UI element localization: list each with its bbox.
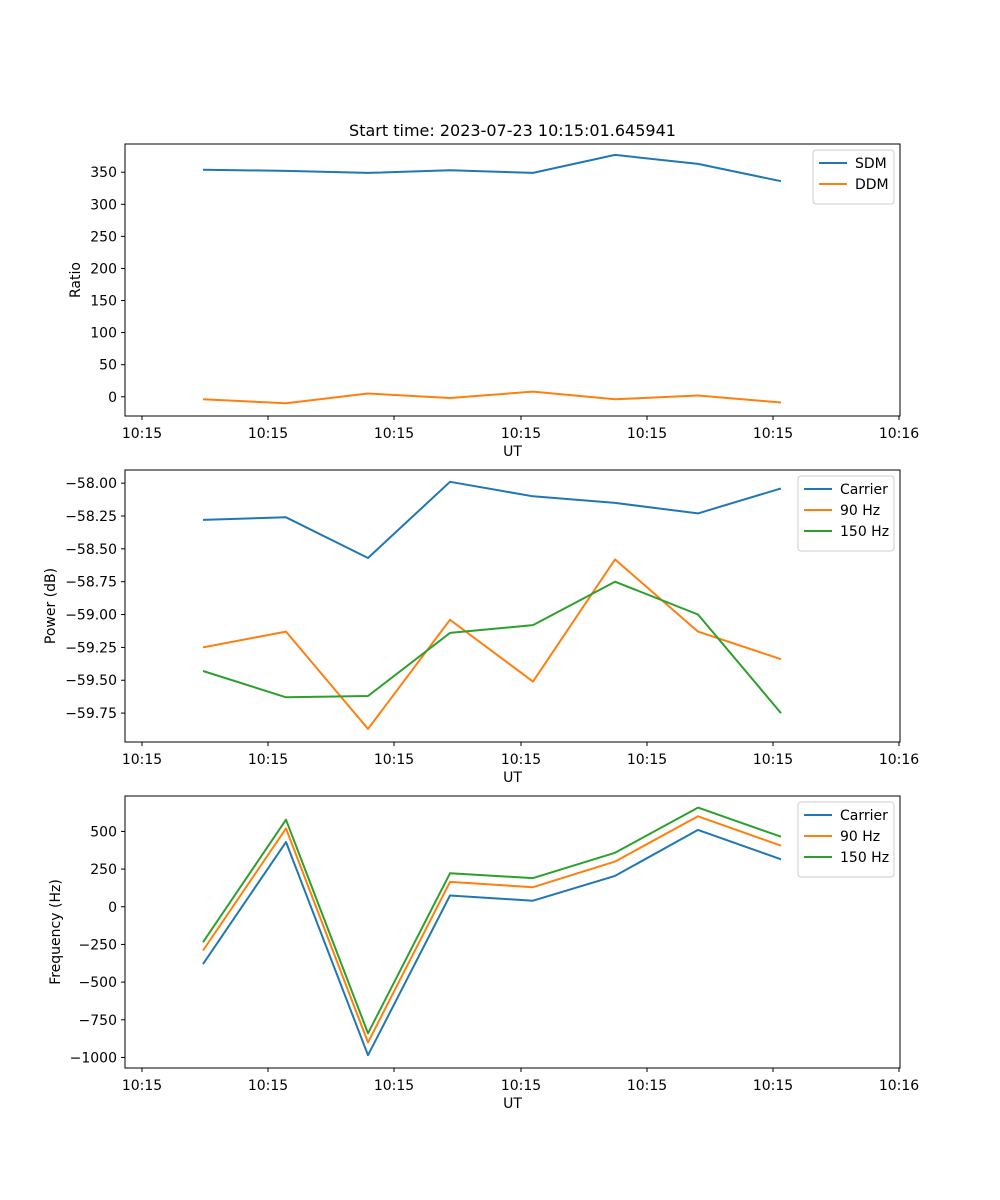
y-tick-label: 50 <box>99 358 117 374</box>
x-tick-label: 10:15 <box>374 752 414 768</box>
x-tick-label: 10:15 <box>753 752 793 768</box>
x-tick-label: 10:15 <box>122 1078 162 1094</box>
y-tick-label: 350 <box>90 165 117 181</box>
x-tick-label: 10:16 <box>879 752 919 768</box>
x-tick-label: 10:15 <box>122 426 162 442</box>
x-tick-label: 10:15 <box>627 426 667 442</box>
y-tick-label: −750 <box>79 1013 117 1029</box>
y-tick-label: 250 <box>90 229 117 245</box>
axes-frame <box>124 795 901 1069</box>
y-tick-label: −59.50 <box>65 673 117 689</box>
y-tick-label: −58.25 <box>65 509 117 525</box>
series-line-sdm <box>202 153 782 183</box>
x-tick-label: 10:15 <box>753 1078 793 1094</box>
y-tick-label: −1000 <box>70 1050 117 1066</box>
y-tick-label: −59.00 <box>65 608 117 624</box>
legend-label: SDM <box>855 156 887 172</box>
y-tick-label: −250 <box>79 937 117 953</box>
y-tick-label: 500 <box>90 824 117 840</box>
chart-panel-3: 10:15 10:15 10:15 10:15 10:15 10:15 10:16 −1000… <box>48 795 919 1112</box>
series-line-150-hz <box>202 580 782 714</box>
x-tick-label: 10:15 <box>374 426 414 442</box>
legend: Carrier 90 Hz 150 Hz <box>797 475 895 552</box>
y-tick-label: 250 <box>90 862 117 878</box>
series-line-90-hz <box>202 558 782 730</box>
chart-panel-2: 10:15 10:15 10:15 10:15 10:15 10:15 10:16 −59.7… <box>43 469 919 786</box>
y-tick-label: −500 <box>79 975 117 991</box>
y-tick-label: 100 <box>90 326 117 342</box>
x-tick-label: 10:15 <box>501 426 541 442</box>
y-axis-label: Power (dB) <box>43 568 59 644</box>
x-tick-label: 10:15 <box>501 752 541 768</box>
y-tick-label: 150 <box>90 294 117 310</box>
series-line-carrier <box>202 480 782 559</box>
y-tick-label: 0 <box>108 390 117 406</box>
y-tick-label: 0 <box>108 900 117 916</box>
x-tick-label: 10:15 <box>248 426 288 442</box>
axes-frame <box>124 143 901 417</box>
legend: SDM DDM <box>812 149 895 205</box>
y-tick-label: 200 <box>90 261 117 277</box>
series-line-150-hz <box>202 806 782 1035</box>
y-tick-label: −58.00 <box>65 476 117 492</box>
legend-label: 90 Hz <box>840 503 880 519</box>
legend-label: Carrier <box>840 482 888 498</box>
x-axis-label: UT <box>503 444 522 460</box>
y-tick-label: 300 <box>90 197 117 213</box>
x-tick-label: 10:15 <box>627 1078 667 1094</box>
legend-label: 150 Hz <box>840 524 889 540</box>
y-tick-label: −58.75 <box>65 575 117 591</box>
legend-label: Carrier <box>840 808 888 824</box>
legend-label: 90 Hz <box>840 829 880 845</box>
x-tick-label: 10:16 <box>879 426 919 442</box>
x-tick-label: 10:15 <box>248 752 288 768</box>
y-axis-label: Frequency (Hz) <box>48 879 64 985</box>
legend-label: 150 Hz <box>840 850 889 866</box>
series-line-ddm <box>202 390 782 405</box>
y-axis-label: Ratio <box>68 262 84 298</box>
chart-panel-1: 10:15 10:15 10:15 10:15 10:15 10:15 10:16 0 50 10… <box>68 121 919 460</box>
x-axis-label: UT <box>503 770 522 786</box>
x-tick-label: 10:15 <box>248 1078 288 1094</box>
series-line-carrier <box>202 828 782 1057</box>
x-axis-label: UT <box>503 1096 522 1112</box>
x-tick-label: 10:16 <box>879 1078 919 1094</box>
x-tick-label: 10:15 <box>501 1078 541 1094</box>
series-line-90-hz <box>202 815 782 1044</box>
legend-box <box>797 475 895 552</box>
legend: Carrier 90 Hz 150 Hz <box>797 801 895 878</box>
x-tick-label: 10:15 <box>627 752 667 768</box>
y-tick-label: −59.75 <box>65 706 117 722</box>
y-tick-label: −59.25 <box>65 640 117 656</box>
chart-title: Start time: 2023-07-23 10:15:01.645941 <box>349 121 676 140</box>
legend-label: DDM <box>855 177 889 193</box>
legend-box <box>797 801 895 878</box>
x-tick-label: 10:15 <box>753 426 793 442</box>
axes-frame <box>124 469 901 743</box>
x-tick-label: 10:15 <box>374 1078 414 1094</box>
y-tick-label: −58.50 <box>65 542 117 558</box>
x-tick-label: 10:15 <box>122 752 162 768</box>
